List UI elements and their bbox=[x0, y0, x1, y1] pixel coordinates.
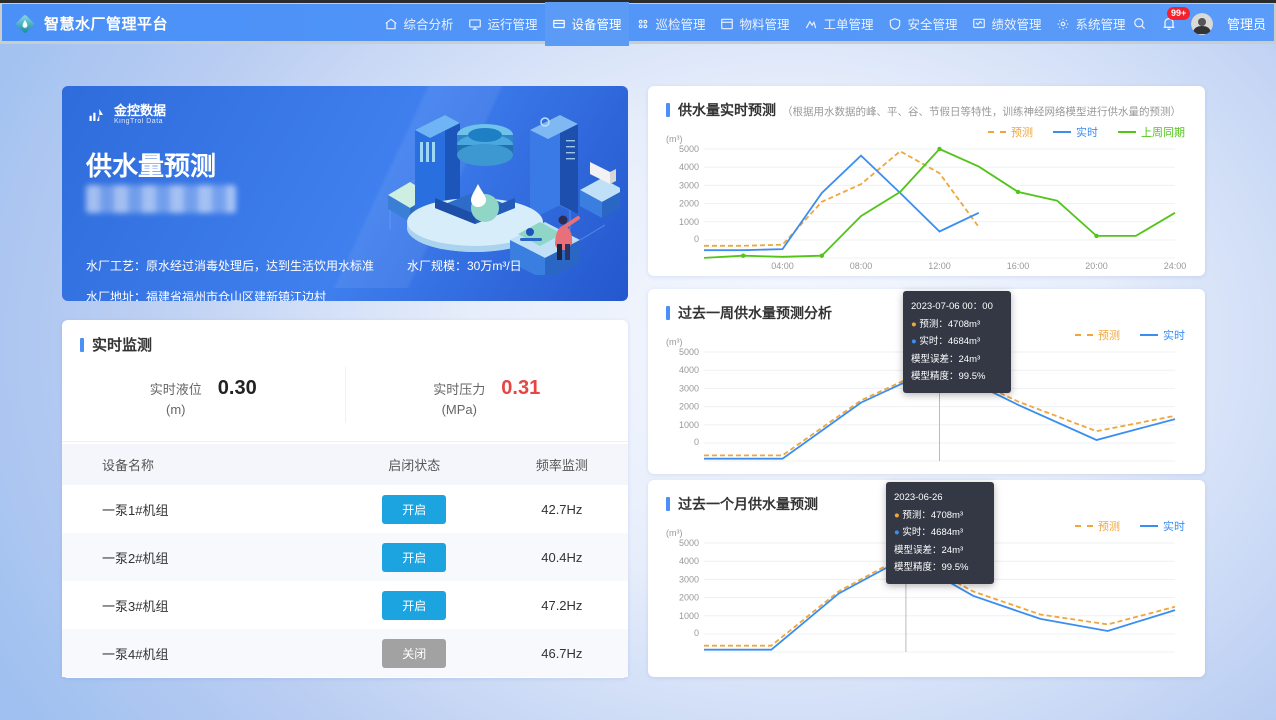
svg-text:3000: 3000 bbox=[679, 383, 699, 393]
svg-text:5000: 5000 bbox=[679, 347, 699, 357]
svg-text:12:00: 12:00 bbox=[928, 261, 951, 271]
svg-text:20:00: 20:00 bbox=[1085, 261, 1108, 271]
svg-text:2000: 2000 bbox=[679, 199, 699, 209]
svg-text:1000: 1000 bbox=[679, 611, 699, 621]
svg-text:0: 0 bbox=[694, 234, 699, 244]
svg-text:0: 0 bbox=[694, 628, 699, 638]
svg-text:1000: 1000 bbox=[679, 420, 699, 430]
svg-text:4000: 4000 bbox=[679, 365, 699, 375]
svg-text:24:00: 24:00 bbox=[1164, 261, 1187, 271]
svg-text:5000: 5000 bbox=[679, 538, 699, 548]
svg-text:4000: 4000 bbox=[679, 162, 699, 172]
svg-text:3000: 3000 bbox=[679, 180, 699, 190]
svg-text:5000: 5000 bbox=[679, 144, 699, 154]
svg-text:08:00: 08:00 bbox=[850, 261, 873, 271]
svg-text:04:00: 04:00 bbox=[771, 261, 794, 271]
svg-text:3000: 3000 bbox=[679, 574, 699, 584]
svg-text:0: 0 bbox=[694, 437, 699, 447]
svg-text:1000: 1000 bbox=[679, 217, 699, 227]
svg-text:4000: 4000 bbox=[679, 556, 699, 566]
svg-text:2000: 2000 bbox=[679, 402, 699, 412]
svg-text:2000: 2000 bbox=[679, 593, 699, 603]
svg-text:16:00: 16:00 bbox=[1007, 261, 1030, 271]
